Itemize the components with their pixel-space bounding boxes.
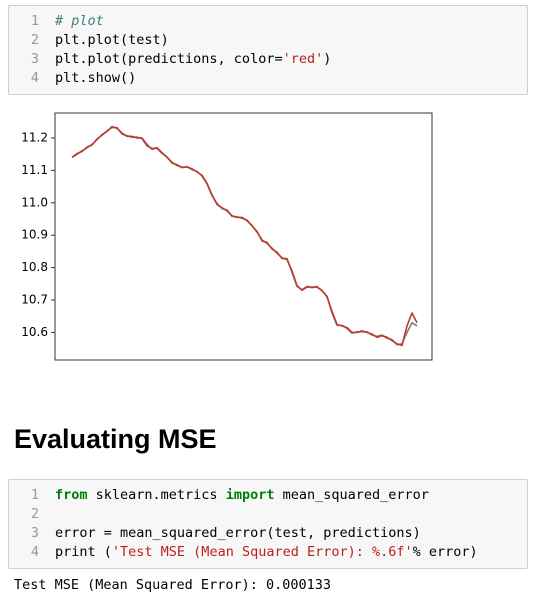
chart: 10.6 10.7 10.8 10.9 11.0 11.1 11.2 — [21, 112, 433, 361]
line-number: 4 — [30, 70, 39, 86]
code-token: plt.show() — [55, 70, 137, 86]
code-line: 1 # plot — [9, 12, 527, 31]
code-token: ) — [323, 51, 332, 67]
code-cell[interactable]: 1 # plot 2 plt.plot(test) 3 plt.plot(predicti… — [8, 5, 528, 95]
y-tick-label: 10.6 — [21, 325, 48, 339]
code-token: print ( — [55, 544, 112, 560]
line-number: 1 — [30, 13, 39, 29]
code-line: 3 error = mean_squared_error(test, predic… — [9, 524, 527, 543]
cell-output: Test MSE (Mean Squared Error): 0.000133 — [14, 577, 331, 593]
code-line: 1 from sklearn.metrics import mean_square… — [9, 486, 527, 505]
code-token: plt.plot(test) — [55, 32, 169, 48]
y-tick-label: 11.0 — [21, 195, 48, 209]
line-number: 1 — [30, 487, 39, 503]
code-token: mean_squared_error — [274, 487, 429, 503]
code-token: # plot — [55, 13, 104, 29]
code-cell[interactable]: 1 from sklearn.metrics import mean_square… — [8, 479, 528, 569]
y-tick-label: 10.9 — [21, 228, 48, 242]
y-tick-label: 11.1 — [21, 163, 48, 177]
code-line: 4 print ('Test MSE (Mean Squared Error): … — [9, 543, 527, 562]
code-token: import — [225, 487, 275, 503]
code-line: 2 — [9, 505, 527, 524]
plot-area — [54, 112, 433, 361]
code-token: error = mean_squared_error(test, predict… — [55, 525, 421, 541]
code-line: 2 plt.plot(test) — [9, 31, 527, 50]
line-number: 4 — [30, 544, 39, 560]
code-token: from — [55, 487, 88, 503]
y-tick-label: 10.8 — [21, 260, 48, 274]
line-number: 2 — [30, 506, 39, 522]
y-tick-label: 10.7 — [21, 293, 48, 307]
line-number: 3 — [30, 525, 39, 541]
line-number: 3 — [30, 51, 39, 67]
code-token: sklearn.metrics — [87, 487, 226, 503]
code-token: 'red' — [282, 51, 324, 67]
line-number: 2 — [30, 32, 39, 48]
section-heading: Evaluating MSE — [14, 424, 217, 454]
code-token: % error) — [412, 544, 478, 560]
code-token: plt.plot(predictions, color= — [55, 51, 283, 67]
code-line: 3 plt.plot(predictions, color='red') — [9, 50, 527, 69]
y-tick-label: 11.2 — [21, 130, 48, 144]
line-series — [71, 125, 418, 347]
code-line: 4 plt.show() — [9, 69, 527, 88]
code-token: 'Test MSE (Mean Squared Error): %.6f' — [111, 544, 413, 560]
